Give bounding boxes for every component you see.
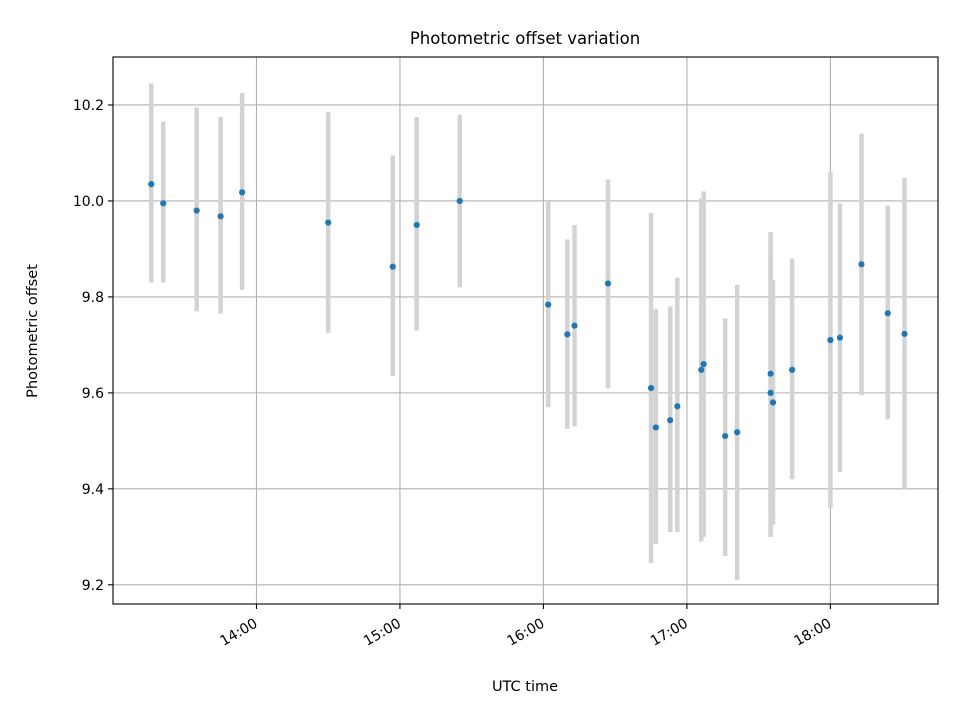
y-tick-label: 9.4 [82,482,104,498]
data-point [160,200,167,207]
y-tick-label: 9.6 [82,386,104,402]
y-axis-label: Photometric offset [25,264,41,398]
data-point [604,280,612,287]
data-point [698,366,705,373]
data-point [884,310,891,317]
y-tick-label: 10.0 [73,194,104,210]
data-point [769,399,777,406]
data-point [413,221,420,229]
data-point [239,189,246,196]
data-point [325,219,332,226]
x-axis-label: UTC time [492,679,558,695]
data-point [789,366,796,373]
y-tick-label: 9.8 [82,290,104,306]
data-point [647,384,655,392]
data-point [734,429,741,436]
data-point [674,403,681,410]
data-point [767,389,774,396]
data-point [901,330,908,337]
data-point [722,432,729,440]
data-point [836,334,844,341]
data-point [193,207,200,214]
data-point [217,213,224,220]
y-axis: 9.2 9.4 9.6 9.8 10.0 10.2 [73,98,113,594]
data-point [827,336,834,344]
data-point [858,261,865,268]
data-point [571,322,578,329]
data-point [456,197,463,205]
y-tick-label: 10.2 [73,98,104,114]
data-point [545,301,552,308]
data-point [389,263,396,270]
data-point [564,331,571,338]
data-point [700,360,707,368]
data-points [148,181,908,440]
y-tick-label: 9.2 [82,578,104,594]
chart-title: Photometric offset variation [410,29,640,48]
data-point [652,424,659,431]
data-point [667,417,674,424]
plot-frame [112,56,939,605]
data-point [767,370,774,377]
data-point [148,181,155,188]
